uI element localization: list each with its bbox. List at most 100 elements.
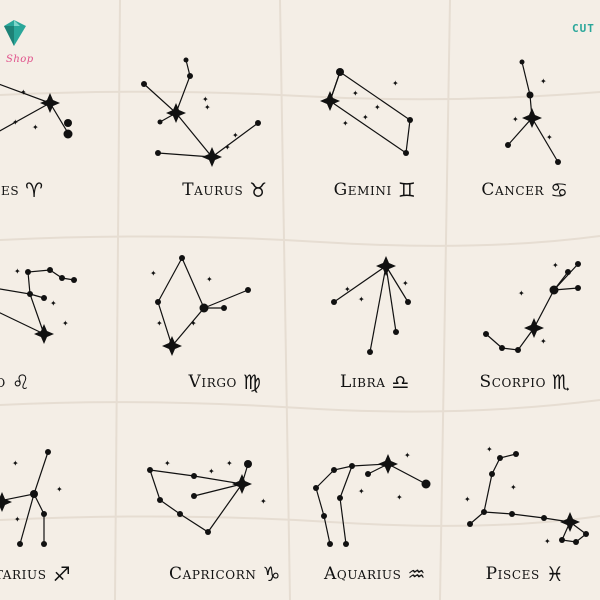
cancer-constellation: ✦ ✦ ✦ [505, 59, 561, 165]
sign-gemini: ✦ ✦ ✦ ✦ ✦ Gemini ♊ [300, 10, 450, 210]
svg-text:✦: ✦ [402, 279, 409, 288]
svg-text:✦: ✦ [50, 299, 57, 308]
virgo-name: Virgo [188, 372, 237, 392]
svg-text:✦: ✦ [540, 77, 547, 86]
svg-text:✦: ✦ [56, 485, 63, 494]
svg-text:✦: ✦ [352, 89, 359, 98]
svg-text:✦: ✦ [404, 451, 411, 460]
svg-text:✦: ✦ [358, 487, 365, 496]
svg-text:✦: ✦ [232, 131, 239, 140]
sign-virgo: ✦ ✦ ✦ ✦ Virgo ♍ [150, 202, 300, 402]
pisces-symbol-icon: ♓ [545, 562, 565, 586]
svg-text:✦: ✦ [396, 493, 403, 502]
cancer-name: Cancer [481, 180, 545, 200]
taurus-name: Taurus [182, 180, 244, 200]
sagittarius-constellation: ✦ ✦ ✦ [0, 449, 63, 547]
capricorn-symbol-icon: ♑ [262, 562, 281, 586]
svg-text:✦: ✦ [14, 515, 21, 524]
leo-label: eo♌ [0, 370, 136, 394]
sign-sagittarius: ✦ ✦ ✦ ttarius♐ [0, 394, 150, 594]
aries-symbol-icon: ♈ [25, 178, 44, 202]
svg-text:✦: ✦ [342, 119, 349, 128]
svg-text:✦: ✦ [206, 275, 213, 284]
svg-text:✦: ✦ [226, 459, 233, 468]
virgo-symbol-icon: ♍ [242, 370, 262, 394]
gemini-symbol-icon: ♊ [397, 178, 417, 202]
pisces-name: Pisces [485, 564, 540, 584]
svg-text:✦: ✦ [204, 103, 211, 112]
aquarius-name: Aquarius [324, 564, 402, 584]
leo-symbol-icon: ♌ [11, 370, 31, 394]
sign-leo: ✦ ✦ ✦ eo♌ [0, 202, 150, 402]
cancer-label: Cancer ♋ [450, 178, 600, 202]
taurus-symbol-icon: ♉ [249, 178, 268, 202]
virgo-label: Virgo ♍ [150, 370, 300, 394]
scorpio-label: Scorpio ♏ [450, 370, 600, 394]
aquarius-label: Aquarius ♒ [300, 562, 450, 586]
scorpio-constellation: ✦ ✦ ✦ [483, 261, 581, 353]
gemini-label: Gemini ♊ [300, 178, 450, 202]
capricorn-label: Capricorn ♑ [150, 562, 300, 586]
svg-text:✦: ✦ [362, 113, 369, 122]
sign-aquarius: ✦ ✦ ✦ Aquarius ♒ [300, 394, 450, 594]
scorpio-symbol-icon: ♏ [552, 370, 571, 394]
svg-text:✦: ✦ [20, 88, 27, 97]
pisces-label: Pisces ♓ [450, 562, 600, 586]
capricorn-name: Capricorn [168, 564, 257, 584]
pisces-constellation: ✦ ✦ ✦ ✦ [464, 445, 589, 546]
sagittarius-label: ttarius♐ [0, 562, 136, 586]
taurus-constellation: ✦✦✦✦ [141, 57, 261, 167]
aries-name: ries [0, 180, 20, 200]
svg-text:✦: ✦ [510, 483, 517, 492]
sign-pisces: ✦ ✦ ✦ ✦ Pisces ♓ [450, 394, 600, 594]
sign-scorpio: ✦ ✦ ✦ Scorpio ♏ [450, 202, 600, 402]
aries-label: ries♈ [0, 178, 136, 202]
svg-text:✦: ✦ [358, 295, 365, 304]
svg-text:✦: ✦ [190, 319, 197, 328]
sagittarius-symbol-icon: ♐ [52, 562, 72, 586]
diamond-logo-icon [4, 20, 26, 46]
libra-name: Libra [339, 372, 386, 392]
svg-text:✦: ✦ [540, 337, 547, 346]
shop-watermark: Shop [6, 54, 34, 65]
sign-aries: ✦ ✦ ✦ ries♈ [0, 10, 150, 210]
svg-text:✦: ✦ [224, 143, 231, 152]
aquarius-constellation: ✦ ✦ ✦ [313, 451, 431, 547]
svg-text:✦: ✦ [544, 537, 551, 546]
leo-name: eo [0, 372, 6, 392]
taurus-label: Taurus ♉ [150, 178, 300, 202]
svg-text:✦: ✦ [164, 459, 171, 468]
sign-taurus: ✦ ✦ ✦ ✦ Taurus ♉ [141, 10, 300, 210]
svg-text:✦: ✦ [208, 467, 215, 476]
svg-text:✦: ✦ [486, 445, 493, 454]
svg-text:✦: ✦ [392, 79, 399, 88]
svg-text:✦: ✦ [518, 289, 525, 298]
svg-text:✦: ✦ [156, 319, 163, 328]
cut-watermark: CUT [572, 22, 595, 35]
svg-text:✦: ✦ [32, 123, 39, 132]
scorpio-name: Scorpio [479, 372, 547, 392]
svg-text:✦: ✦ [552, 261, 559, 270]
sign-capricorn: ✦ ✦ ✦ ✦ Capricorn ♑ [147, 394, 300, 594]
svg-text:✦: ✦ [202, 95, 209, 104]
svg-text:✦: ✦ [150, 269, 157, 278]
cancer-symbol-icon: ♋ [550, 178, 569, 202]
gemini-name: Gemini [333, 180, 392, 200]
svg-text:✦: ✦ [62, 319, 69, 328]
svg-text:✦: ✦ [14, 267, 21, 276]
libra-constellation: ✦ ✦ ✦ [331, 256, 411, 355]
svg-text:✦: ✦ [12, 459, 19, 468]
capricorn-constellation: ✦ ✦ ✦ ✦ [147, 459, 267, 535]
sign-libra: ✦ ✦ ✦ Libra ♎ [300, 202, 450, 402]
svg-text:✦: ✦ [546, 133, 553, 142]
svg-text:✦: ✦ [512, 115, 519, 124]
svg-text:✦: ✦ [12, 118, 19, 127]
aries-constellation: ✦ ✦ ✦ [0, 83, 73, 139]
virgo-constellation: ✦ ✦ ✦ ✦ [150, 255, 251, 356]
sagittarius-name: ttarius [0, 564, 47, 584]
libra-label: Libra ♎ [300, 370, 450, 394]
branding-header: Shop CUT [0, 0, 600, 80]
leo-constellation: ✦ ✦ ✦ [0, 267, 77, 344]
svg-text:✦: ✦ [344, 285, 351, 294]
